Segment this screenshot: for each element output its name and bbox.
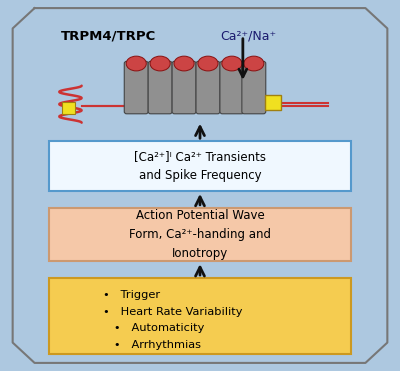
Text: •   Trigger: • Trigger bbox=[103, 290, 160, 300]
FancyBboxPatch shape bbox=[172, 61, 196, 114]
Text: TRPM4/TRPC: TRPM4/TRPC bbox=[61, 29, 156, 42]
FancyBboxPatch shape bbox=[124, 61, 148, 114]
FancyBboxPatch shape bbox=[148, 61, 172, 114]
Text: Ca²⁺/Na⁺: Ca²⁺/Na⁺ bbox=[220, 29, 276, 42]
FancyBboxPatch shape bbox=[48, 208, 352, 261]
Text: Action Potential Wave
Form, Ca²⁺-handing and
Ionotropy: Action Potential Wave Form, Ca²⁺-handing… bbox=[129, 209, 271, 260]
FancyBboxPatch shape bbox=[264, 95, 281, 111]
FancyBboxPatch shape bbox=[242, 61, 266, 114]
FancyBboxPatch shape bbox=[220, 61, 244, 114]
Text: •   Heart Rate Variability: • Heart Rate Variability bbox=[103, 306, 242, 316]
Ellipse shape bbox=[126, 56, 146, 71]
Ellipse shape bbox=[174, 56, 194, 71]
Polygon shape bbox=[13, 8, 387, 363]
FancyBboxPatch shape bbox=[196, 61, 220, 114]
Text: [Ca²⁺]ᴵ Ca²⁺ Transients
and Spike Frequency: [Ca²⁺]ᴵ Ca²⁺ Transients and Spike Freque… bbox=[134, 150, 266, 182]
FancyBboxPatch shape bbox=[48, 278, 352, 354]
Text: •   Arrhythmias: • Arrhythmias bbox=[103, 340, 201, 350]
Ellipse shape bbox=[198, 56, 218, 71]
Ellipse shape bbox=[150, 56, 170, 71]
FancyBboxPatch shape bbox=[48, 141, 352, 191]
FancyBboxPatch shape bbox=[62, 102, 75, 114]
Ellipse shape bbox=[222, 56, 242, 71]
Text: •   Automaticity: • Automaticity bbox=[103, 324, 204, 334]
Ellipse shape bbox=[244, 56, 264, 71]
